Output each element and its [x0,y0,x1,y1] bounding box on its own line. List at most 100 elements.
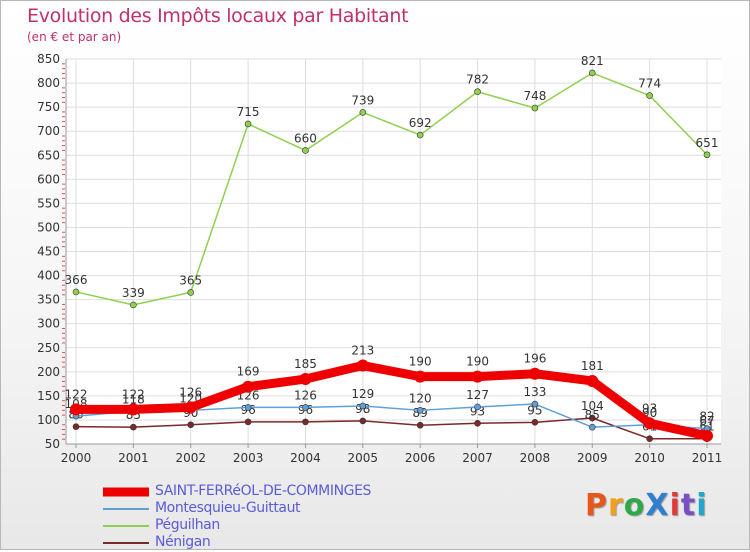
data-label-p-guilhan: 339 [122,286,145,300]
data-label-saint-ferr-ol-de-comminges: 126 [179,385,202,399]
data-point-p-guilhan [359,109,367,116]
data-label-montesquieu-guittaut: 82 [699,410,714,424]
data-label-saint-ferr-ol-de-comminges: 213 [351,344,374,358]
data-point-montesquieu-guittaut [416,407,424,414]
data-point-n-nigan [72,423,80,430]
x-tick-label: 2010 [634,451,665,465]
x-tick-label: 2006 [405,451,436,465]
x-tick-label: 2000 [61,451,92,465]
x-tick-label: 2011 [692,451,723,465]
y-tick-label: 100 [37,413,60,427]
data-point-p-guilhan [646,92,653,99]
data-label-p-guilhan: 715 [237,105,260,119]
data-point-n-nigan [302,418,309,426]
x-tick-label: 2002 [175,451,206,465]
data-point-montesquieu-guittaut [244,404,252,411]
data-point-saint-ferr-ol-de-comminges [299,373,312,386]
data-label-saint-ferr-ol-de-comminges: 190 [409,355,432,369]
data-label-p-guilhan: 651 [696,136,719,150]
y-tick-label: 400 [37,269,60,283]
data-label-saint-ferr-ol-de-comminges: 93 [642,401,657,415]
data-point-saint-ferr-ol-de-comminges [184,401,197,414]
y-tick-label: 150 [37,389,60,403]
data-label-saint-ferr-ol-de-comminges: 67 [699,414,714,428]
data-point-montesquieu-guittaut [474,403,481,411]
y-tick-label: 750 [37,100,60,114]
y-tick-label: 500 [37,220,60,234]
data-label-saint-ferr-ol-de-comminges: 196 [523,352,546,366]
data-point-saint-ferr-ol-de-comminges [70,403,82,416]
data-point-montesquieu-guittaut [302,404,309,411]
data-point-saint-ferr-ol-de-comminges [701,429,713,442]
data-point-saint-ferr-ol-de-comminges [356,359,369,372]
x-tick-label: 2003 [233,451,264,465]
data-point-p-guilhan [703,151,711,159]
data-point-montesquieu-guittaut [588,423,596,431]
logo-letter: i [669,488,681,523]
data-label-p-guilhan: 739 [351,93,374,107]
data-point-p-guilhan [130,301,137,309]
logo-letter: i [696,488,708,523]
logo-letter: X [645,488,670,523]
chart-title: Evolution des Impôts locaux par Habitant [27,5,409,27]
data-label-p-guilhan: 748 [523,89,546,103]
data-point-saint-ferr-ol-de-comminges [414,370,427,383]
series-line-saint-ferr-ol-de-comminges [71,361,712,441]
data-point-n-nigan [474,420,481,427]
logo-letter: P [585,488,608,523]
legend-label: Montesquieu-Guittaut [155,500,301,516]
data-point-montesquieu-guittaut [359,402,367,410]
legend-label: SAINT-FERRéOL-DE-COMMINGES [155,483,372,499]
legend-swatch-montesquieu-guittaut [103,508,149,510]
logo-letter: t [680,488,697,523]
data-point-p-guilhan [244,120,252,128]
data-label-montesquieu-guittaut: 127 [466,388,489,402]
data-label-montesquieu-guittaut: 118 [122,392,145,406]
chart-subtitle: (en € et par an) [27,30,122,44]
series-line-p-guilhan [75,72,708,306]
logo-letter: r [608,488,624,523]
data-label-montesquieu-guittaut: 120 [409,391,432,405]
data-point-n-nigan [359,417,367,425]
data-label-n-nigan: 104 [581,399,604,413]
data-point-saint-ferr-ol-de-comminges [528,367,541,380]
y-tick-label: 250 [37,341,60,355]
data-point-saint-ferr-ol-de-comminges [471,370,484,383]
data-point-p-guilhan [187,289,195,296]
x-tick-label: 2008 [520,451,551,465]
data-point-p-guilhan [588,69,596,77]
data-point-saint-ferr-ol-de-comminges [127,403,140,416]
legend-label: Nénigan [155,534,211,550]
data-label-saint-ferr-ol-de-comminges: 122 [65,387,88,401]
legend-label: Péguilhan [155,517,220,533]
data-point-n-nigan [416,421,424,429]
data-point-p-guilhan [416,131,424,139]
data-label-saint-ferr-ol-de-comminges: 190 [466,355,489,369]
data-point-n-nigan [130,423,137,431]
x-tick-label: 2004 [290,451,321,465]
legend-swatch-peguilhan [103,525,149,527]
y-tick-label: 450 [37,245,60,259]
data-point-montesquieu-guittaut [531,400,539,408]
data-label-montesquieu-guittaut: 133 [523,385,546,399]
data-label-montesquieu-guittaut: 129 [351,387,374,401]
y-tick-label: 600 [37,172,60,186]
y-tick-label: 550 [37,196,60,210]
y-tick-label: 350 [37,293,60,307]
data-label-p-guilhan: 821 [581,54,604,68]
logo-letter: o [623,488,646,523]
x-tick-label: 2005 [348,451,379,465]
data-label-p-guilhan: 365 [179,273,202,287]
data-point-n-nigan [646,435,653,443]
data-label-p-guilhan: 366 [65,273,88,287]
data-point-p-guilhan [531,104,539,112]
data-label-p-guilhan: 774 [638,77,661,91]
data-label-p-guilhan: 660 [294,131,317,145]
legend-swatch-saint-ferreol [103,487,149,497]
proxiti-logo: ProXiti [585,488,708,523]
data-label-saint-ferr-ol-de-comminges: 181 [581,359,604,373]
data-point-saint-ferr-ol-de-comminges [242,380,255,393]
x-tick-label: 2009 [577,451,608,465]
data-point-saint-ferr-ol-de-comminges [586,374,599,387]
